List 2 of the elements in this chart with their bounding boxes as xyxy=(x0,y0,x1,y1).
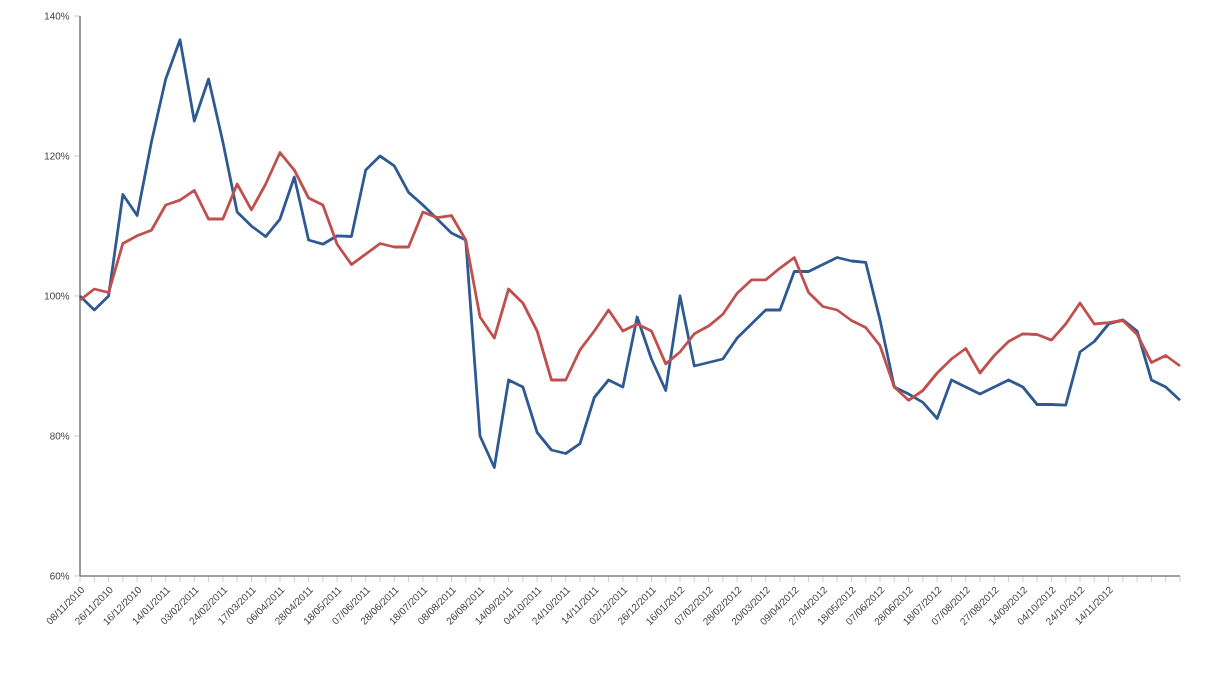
line-series xyxy=(78,151,1182,402)
line-series xyxy=(78,38,1182,469)
